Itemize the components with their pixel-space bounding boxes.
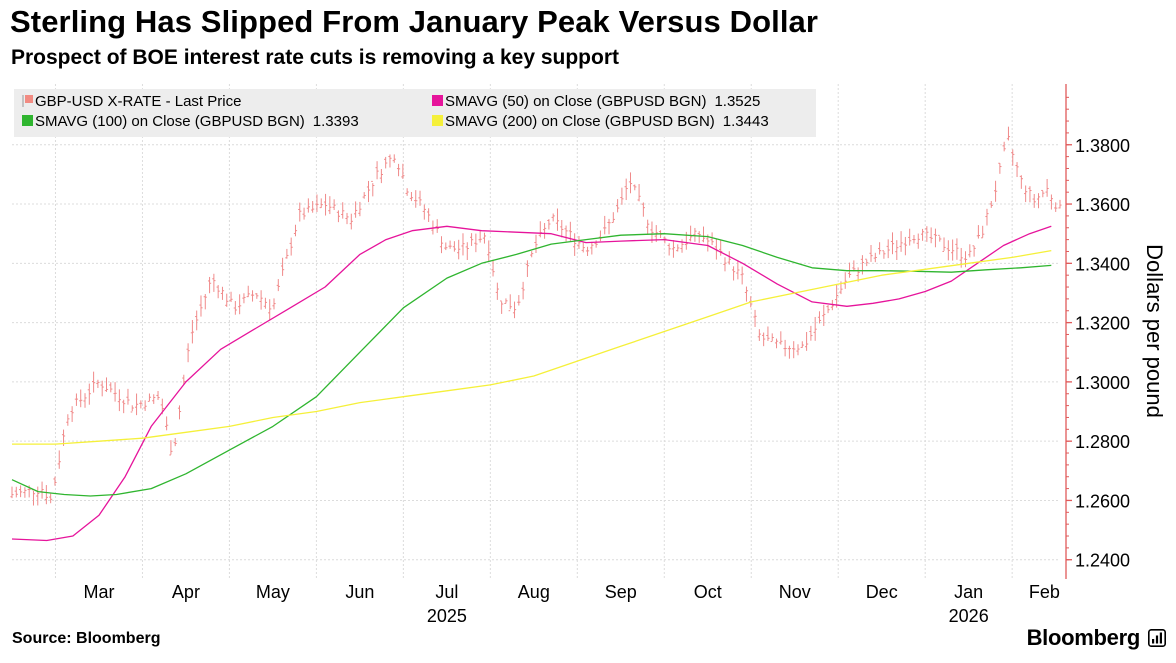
y-axis-label: Dollars per pound bbox=[1142, 244, 1167, 418]
legend-swatch bbox=[22, 115, 33, 126]
y-axis: 1.2400 1.2600 1.2800 1.3000 1.3200 1.3400 1.36… bbox=[1066, 96, 1130, 571]
legend-swatch bbox=[432, 95, 443, 106]
chart-subtitle: Prospect of BOE interest rate cuts is re… bbox=[11, 46, 620, 69]
series-line bbox=[11, 233, 1052, 497]
x-tick-label: Mar bbox=[83, 582, 114, 602]
plot-area bbox=[12, 84, 1060, 579]
y-tick-label: 1.2400 bbox=[1075, 551, 1130, 571]
y-tick-label: 1.3000 bbox=[1075, 373, 1130, 393]
legend-label: SMAVG (100) on Close (GBPUSD BGN) bbox=[35, 113, 305, 130]
legend-swatch bbox=[432, 115, 443, 126]
x-tick-label: Apr bbox=[172, 582, 200, 602]
x-axis: Mar Apr May Jun Jul Aug Sep Oct Nov Dec Jan Feb 2025… bbox=[83, 582, 1059, 626]
legend-value: 1.3443 bbox=[723, 113, 769, 130]
series-line bbox=[12, 249, 1052, 445]
gridlines bbox=[12, 84, 1060, 579]
legend-label: SMAVG (50) on Close (GBPUSD BGN) bbox=[445, 93, 706, 110]
y-tick-label: 1.3800 bbox=[1075, 136, 1130, 156]
x-tick-label: Sep bbox=[605, 582, 637, 602]
terminal-icon bbox=[1148, 629, 1166, 647]
x-tick-label: May bbox=[256, 582, 290, 602]
y-tick-label: 1.3200 bbox=[1075, 314, 1130, 334]
source-note: Source: Bloomberg bbox=[12, 630, 161, 647]
legend-label: GBP-USD X-RATE - Last Price bbox=[35, 93, 241, 110]
x-tick-label: Aug bbox=[518, 582, 550, 602]
x-tick-label: Jun bbox=[345, 582, 374, 602]
series-line bbox=[11, 225, 1052, 542]
price-bars bbox=[10, 126, 1062, 506]
legend-background bbox=[14, 89, 816, 137]
legend: GBP-USD X-RATE - Last Price SMAVG (50) on… bbox=[14, 89, 816, 137]
chart-title: Sterling Has Slipped From January Peak V… bbox=[10, 4, 819, 39]
x-tick-label: Oct bbox=[694, 582, 722, 602]
legend-value: 1.3525 bbox=[714, 93, 760, 110]
legend-label: SMAVG (200) on Close (GBPUSD BGN) bbox=[445, 113, 715, 130]
year-label: 2026 bbox=[949, 606, 989, 626]
legend-value: 1.3393 bbox=[313, 113, 359, 130]
x-tick-label: Jul bbox=[435, 582, 458, 602]
y-tick-label: 1.3600 bbox=[1075, 195, 1130, 215]
x-tick-label: Dec bbox=[866, 582, 898, 602]
legend-swatch bbox=[25, 95, 33, 103]
x-tick-label: Feb bbox=[1029, 582, 1060, 602]
year-label: 2025 bbox=[427, 606, 467, 626]
y-tick-label: 1.2600 bbox=[1075, 491, 1130, 511]
x-tick-label: Nov bbox=[779, 582, 811, 602]
bloomberg-logo: Bloomberg bbox=[1026, 625, 1141, 650]
moving-average-lines bbox=[11, 225, 1052, 542]
y-tick-label: 1.2800 bbox=[1075, 432, 1130, 452]
y-tick-label: 1.3400 bbox=[1075, 254, 1130, 274]
x-tick-label: Jan bbox=[954, 582, 983, 602]
